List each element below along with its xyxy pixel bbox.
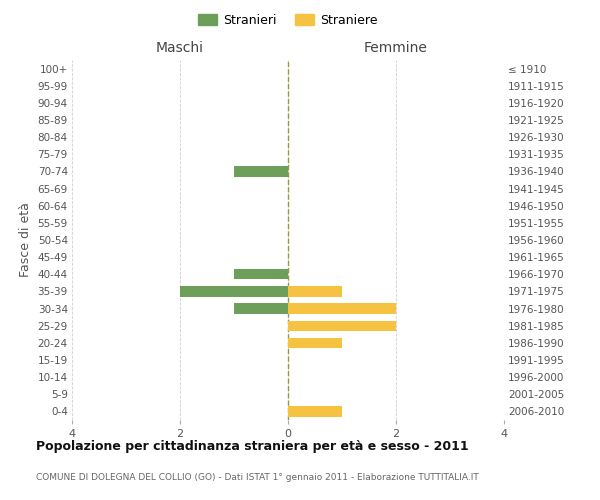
Bar (234, 269, 288, 280)
Bar (234, 304, 288, 314)
Bar (288, 286, 342, 296)
Bar (288, 304, 396, 314)
Bar (288, 406, 342, 416)
Bar (288, 338, 342, 348)
Bar (180, 286, 288, 296)
Y-axis label: Fasce di età: Fasce di età (19, 202, 32, 278)
Bar (234, 166, 288, 176)
Text: Popolazione per cittadinanza straniera per età e sesso - 2011: Popolazione per cittadinanza straniera p… (36, 440, 469, 453)
Text: Maschi: Maschi (156, 41, 204, 55)
Text: Femmine: Femmine (364, 41, 428, 55)
Bar (288, 320, 396, 331)
Legend: Stranieri, Straniere: Stranieri, Straniere (193, 8, 383, 32)
Text: COMUNE DI DOLEGNA DEL COLLIO (GO) - Dati ISTAT 1° gennaio 2011 - Elaborazione TU: COMUNE DI DOLEGNA DEL COLLIO (GO) - Dati… (36, 473, 479, 482)
